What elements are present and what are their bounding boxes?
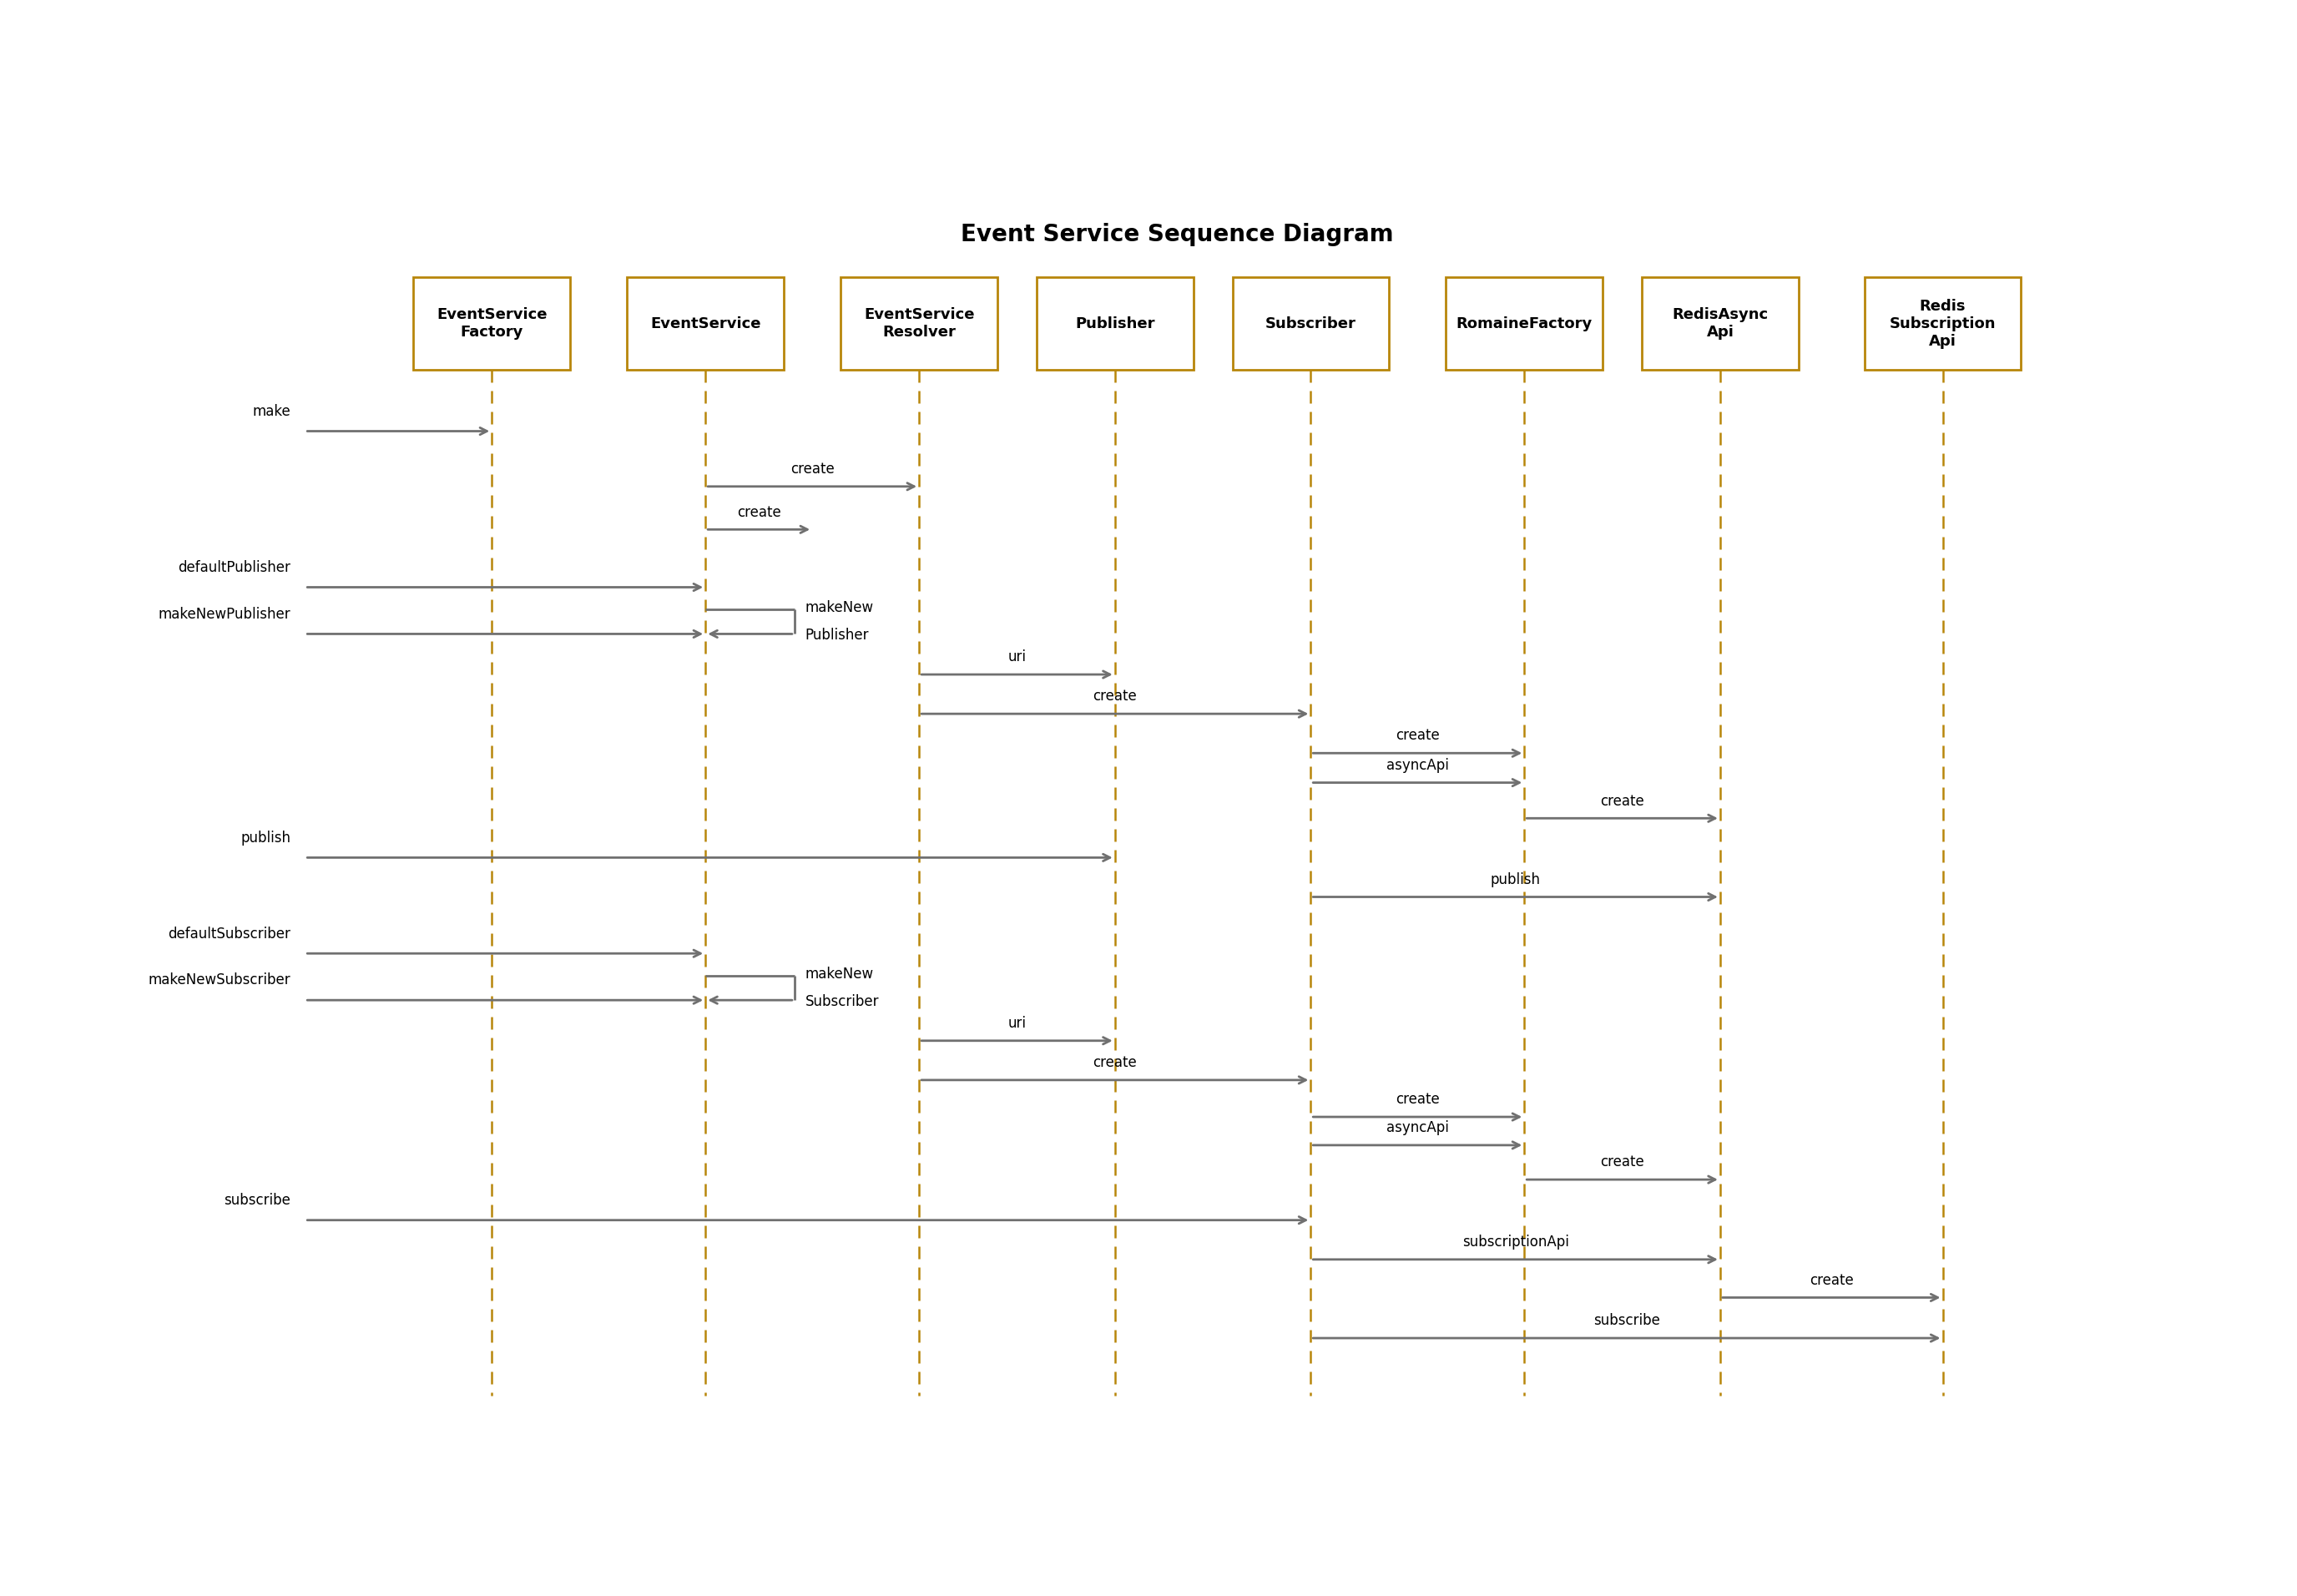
Text: create: create [1601, 1156, 1645, 1170]
Text: Publisher: Publisher [1075, 316, 1155, 330]
FancyBboxPatch shape [1233, 278, 1390, 370]
FancyBboxPatch shape [841, 278, 997, 370]
FancyBboxPatch shape [1036, 278, 1192, 370]
FancyBboxPatch shape [1447, 278, 1603, 370]
Text: create: create [1601, 793, 1645, 809]
Text: publish: publish [241, 830, 292, 846]
Text: uri: uri [1008, 1015, 1027, 1031]
Text: Publisher: Publisher [806, 627, 868, 643]
Text: EventService: EventService [650, 316, 760, 330]
Text: create: create [1093, 689, 1137, 704]
FancyBboxPatch shape [413, 278, 570, 370]
Text: EventService
Factory: EventService Factory [436, 308, 547, 340]
Text: publish: publish [1491, 871, 1541, 887]
FancyBboxPatch shape [627, 278, 783, 370]
Text: create: create [1397, 728, 1440, 744]
Text: create: create [1810, 1272, 1854, 1288]
Text: subscribe: subscribe [225, 1192, 292, 1208]
Text: RedisAsync
Api: RedisAsync Api [1672, 308, 1769, 340]
Text: create: create [790, 461, 834, 477]
Text: subscriptionApi: subscriptionApi [1463, 1235, 1569, 1250]
Text: asyncApi: asyncApi [1387, 1120, 1449, 1135]
Text: Event Service Sequence Diagram: Event Service Sequence Diagram [960, 223, 1394, 246]
Text: EventService
Resolver: EventService Resolver [864, 308, 974, 340]
Text: asyncApi: asyncApi [1387, 758, 1449, 772]
Text: defaultSubscriber: defaultSubscriber [168, 926, 292, 942]
Text: makeNewPublisher: makeNewPublisher [158, 606, 292, 622]
Text: Redis
Subscription
Api: Redis Subscription Api [1890, 298, 1996, 348]
Text: makeNewSubscriber: makeNewSubscriber [149, 974, 292, 988]
Text: uri: uri [1008, 650, 1027, 664]
FancyBboxPatch shape [1642, 278, 1799, 370]
Text: create: create [737, 504, 781, 520]
Text: create: create [1093, 1055, 1137, 1071]
Text: makeNew: makeNew [806, 967, 873, 982]
Text: makeNew: makeNew [806, 600, 873, 616]
Text: Subscriber: Subscriber [1266, 316, 1355, 330]
Text: subscribe: subscribe [1594, 1314, 1661, 1328]
Text: RomaineFactory: RomaineFactory [1456, 316, 1592, 330]
Text: make: make [253, 404, 292, 418]
Text: Subscriber: Subscriber [806, 994, 880, 1009]
FancyBboxPatch shape [1865, 278, 2021, 370]
Text: create: create [1397, 1092, 1440, 1108]
Text: defaultPublisher: defaultPublisher [179, 560, 292, 575]
